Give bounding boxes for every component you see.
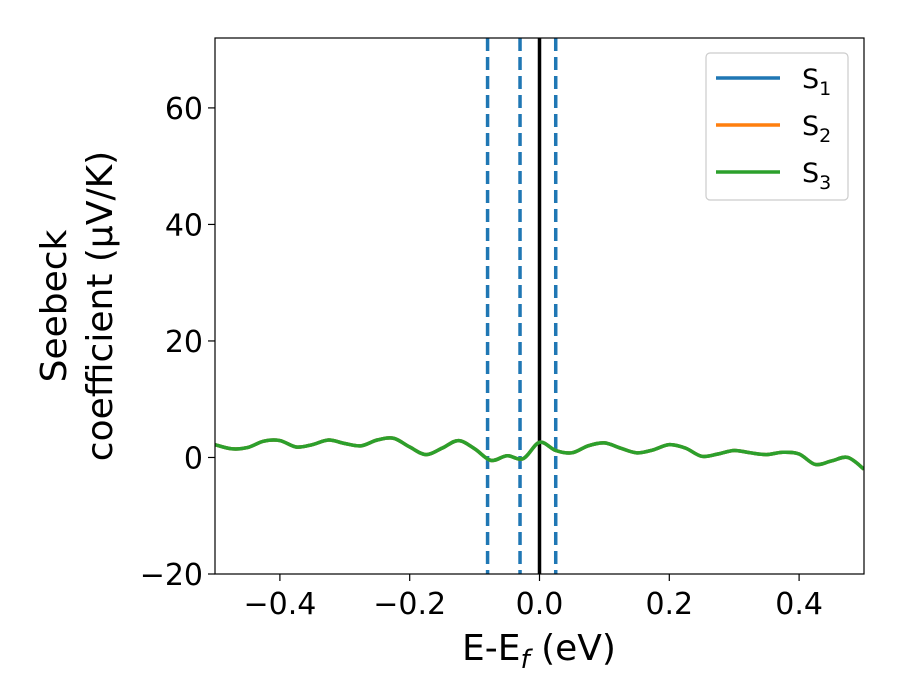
x-tick-label: −0.2 bbox=[373, 587, 446, 622]
x-axis-ticks: −0.4 −0.2 0.0 0.2 0.4 bbox=[243, 574, 823, 622]
series-line-S3 bbox=[215, 436, 864, 471]
x-tick-label: −0.4 bbox=[243, 587, 316, 622]
y-tick-label: −20 bbox=[140, 558, 203, 593]
y-axis-title-line2: coefficient (μV/K) bbox=[80, 151, 121, 461]
legend-label-S2: S2 bbox=[802, 111, 831, 147]
x-axis-title-main: E-E bbox=[462, 628, 520, 669]
y-axis-title-line1: Seebeck bbox=[34, 229, 75, 382]
x-axis-title-unit: (eV) bbox=[530, 628, 616, 669]
y-tick-label: 0 bbox=[184, 441, 203, 476]
plot-area bbox=[214, 37, 865, 575]
y-tick-label: 20 bbox=[165, 325, 203, 360]
y-axis-title: Seebeck coefficient (μV/K) bbox=[34, 151, 121, 461]
vertical-reference-lines bbox=[485, 38, 558, 574]
legend: S1 S2 S3 bbox=[705, 52, 849, 201]
legend-label-S3: S3 bbox=[802, 158, 831, 194]
x-axis-title: E-Ef (eV) bbox=[462, 628, 616, 675]
legend-label-S1: S1 bbox=[802, 64, 831, 100]
x-tick-label: 0.2 bbox=[645, 587, 693, 622]
x-tick-label: 0.0 bbox=[516, 587, 564, 622]
series-lines bbox=[215, 436, 864, 471]
y-axis-ticks: −20 0 20 40 60 bbox=[140, 92, 215, 593]
y-tick-label: 60 bbox=[165, 92, 203, 127]
y-tick-label: 40 bbox=[165, 208, 203, 243]
x-tick-label: 0.4 bbox=[775, 587, 823, 622]
